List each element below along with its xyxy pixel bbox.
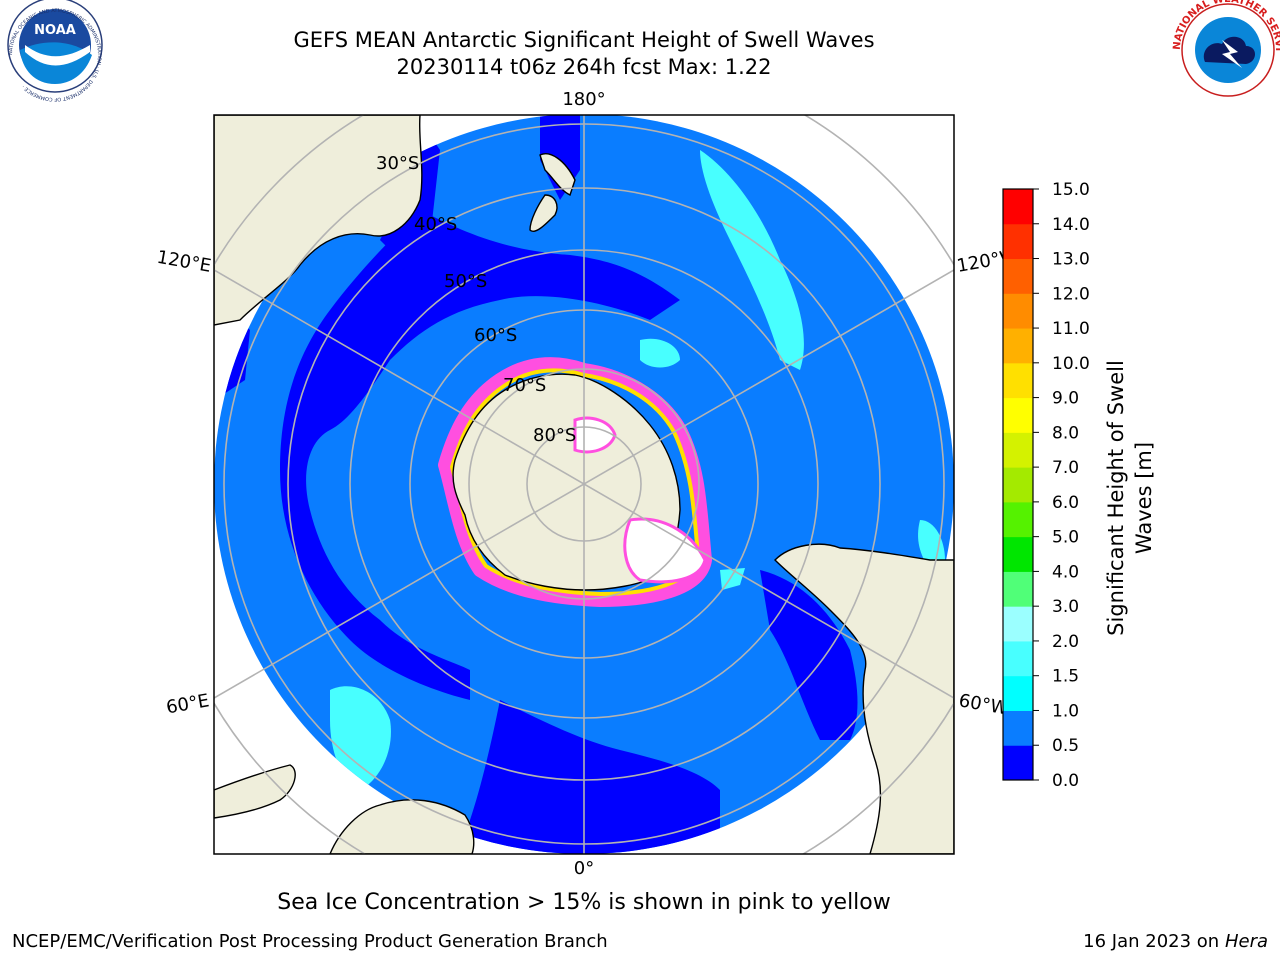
colorbar-swatch [1003, 189, 1033, 225]
colorbar-swatch [1003, 432, 1033, 468]
colorbar-tick-label: 3.0 [1052, 597, 1079, 617]
colorbar-label: Significant Height of Swell Waves [m] [1104, 360, 1156, 636]
colorbar-tick-label: 0.5 [1052, 736, 1079, 756]
colorbar-swatch [1003, 501, 1033, 538]
colorbar-swatch [1003, 536, 1033, 572]
sea-ice-inner [450, 368, 700, 596]
colorbar-tick-label: 12.0 [1052, 284, 1090, 304]
chart-title: GEFS MEAN Antarctic Significant Height o… [293, 28, 875, 52]
colorbar-swatch [1003, 328, 1033, 364]
sea-ice-edge [438, 357, 712, 607]
colorbar-swatch [1003, 675, 1033, 711]
chart-subtitle: 20230114 t06z 264h fcst Max: 1.22 [396, 55, 772, 79]
lon-label-180: 180° [562, 89, 605, 110]
land-new-zealand [529, 153, 576, 232]
map-frame [213, 114, 955, 855]
colorbar-tick-label: 6.0 [1052, 493, 1079, 513]
colorbar-tick-label: 5.0 [1052, 528, 1079, 548]
map-panel [214, 115, 954, 854]
lat-label-70s: 70°S [503, 375, 546, 396]
colorbar-swatch [1003, 571, 1033, 607]
colorbar-tick-label: 15.0 [1052, 180, 1090, 200]
colorbar-frame [1002, 188, 1034, 781]
colorbar-tick-label: 0.0 [1052, 771, 1079, 791]
lat-label-40s: 40°S [414, 214, 457, 235]
footer-credit: NCEP/EMC/Verification Post Processing Pr… [12, 931, 608, 952]
colorbar: 0.0 0.5 1.0 1.5 2.0 3.0 4.0 5.0 6.0 7.0 8.0 9.0 10.0… [1002, 180, 1090, 791]
noaa-logo-text: NOAA [34, 23, 76, 38]
colorbar-tick-label: 10.0 [1052, 354, 1090, 374]
lon-label-60e: 60°E [165, 690, 211, 718]
colorbar-tick-label: 2.0 [1052, 632, 1079, 652]
land-australia [214, 115, 423, 326]
svg-text:NATIONAL WEATHER SERVICE: NATIONAL WEATHER SERVICE [0, 0, 1280, 51]
land-south-america [774, 543, 954, 854]
lat-label-50s: 50°S [444, 271, 487, 292]
noaa-logo: NOAA NATIONAL OCEANIC AND ATMOSPHERIC AD… [7, 0, 103, 102]
sea-ice-caption: Sea Ice Concentration > 15% is shown in … [277, 890, 891, 915]
lat-label-30s: 30°S [376, 153, 419, 174]
colorbar-tick-label: 8.0 [1052, 423, 1079, 443]
colorbar-tick-label: 14.0 [1052, 215, 1090, 235]
sea-ice-weddell [623, 517, 707, 584]
colorbar-swatch [1003, 710, 1033, 746]
colorbar-swatch [1003, 397, 1033, 433]
colorbar-swatch [1003, 223, 1033, 260]
lon-label-60w: 60°W [957, 690, 1010, 719]
colorbar-tick-label: 1.5 [1052, 667, 1079, 687]
colorbar-swatch [1003, 745, 1033, 781]
colorbar-tick-label: 9.0 [1052, 389, 1079, 409]
lon-label-0: 0° [574, 858, 594, 879]
colorbar-tick-label: 4.0 [1052, 562, 1079, 582]
land-antarctica [452, 373, 681, 591]
graticule [214, 115, 954, 854]
colorbar-swatch [1003, 293, 1033, 329]
colorbar-tick-label: 1.0 [1052, 701, 1079, 721]
colorbar-tick-label: 7.0 [1052, 458, 1079, 478]
colorbar-tick-label: 11.0 [1052, 319, 1090, 339]
lat-label-60s: 60°S [474, 325, 517, 346]
colorbar-swatch [1003, 606, 1033, 642]
lat-label-80s: 80°S [533, 425, 576, 446]
land-madagascar [214, 764, 296, 819]
colorbar-swatch [1003, 362, 1033, 399]
colorbar-swatch [1003, 467, 1033, 503]
colorbar-swatch [1003, 258, 1033, 294]
lon-label-120e: 120°E [155, 247, 213, 277]
colorbar-swatch [1003, 640, 1033, 677]
footer-date: 16 Jan 2023 on Hera [1083, 931, 1268, 952]
colorbar-tick-label: 13.0 [1052, 250, 1090, 270]
nws-logo: NATIONAL WEATHER SERVICE [0, 0, 1280, 97]
